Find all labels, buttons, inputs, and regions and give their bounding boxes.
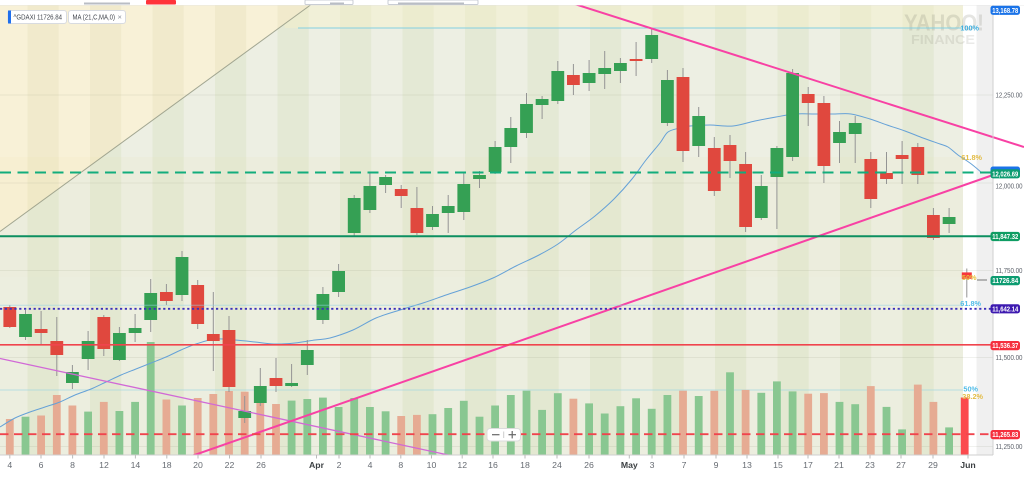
svg-text:May: May [621, 460, 638, 470]
svg-text:Jun: Jun [960, 460, 975, 470]
svg-text:15: 15 [773, 460, 783, 470]
svg-text:29: 29 [928, 460, 938, 470]
svg-text:10: 10 [427, 460, 437, 470]
svg-text:9: 9 [714, 460, 719, 470]
svg-text:6: 6 [39, 460, 44, 470]
svg-text:13: 13 [742, 460, 752, 470]
svg-text:100%: 100% [960, 24, 979, 33]
svg-text:18: 18 [520, 460, 530, 470]
svg-text:FINANCE: FINANCE [911, 32, 975, 47]
svg-text:11,500.00: 11,500.00 [996, 353, 1023, 362]
svg-text:12,026.69: 12,026.69 [992, 171, 1018, 178]
svg-text:38.2%: 38.2% [962, 392, 983, 401]
svg-text:×: × [118, 13, 122, 22]
svg-text:50%: 50% [962, 273, 977, 282]
svg-text:61.8%: 61.8% [960, 299, 981, 308]
svg-text:11,847.32: 11,847.32 [992, 234, 1018, 241]
svg-text:11,536.37: 11,536.37 [992, 343, 1018, 350]
svg-text:MA (21,C,MA,0): MA (21,C,MA,0) [73, 14, 116, 21]
svg-text:11,250.00: 11,250.00 [996, 442, 1023, 451]
svg-text:7: 7 [682, 460, 687, 470]
svg-text:12: 12 [457, 460, 467, 470]
svg-text:2: 2 [337, 460, 342, 470]
svg-text:20: 20 [193, 460, 203, 470]
svg-text:26: 26 [584, 460, 594, 470]
svg-text:18: 18 [162, 460, 172, 470]
svg-text:50%: 50% [963, 385, 978, 394]
svg-text:24: 24 [552, 460, 562, 470]
svg-text:4: 4 [368, 460, 373, 470]
svg-text:^GDAXI 11726.84: ^GDAXI 11726.84 [14, 14, 63, 21]
svg-text:8: 8 [398, 460, 403, 470]
svg-text:61.8%: 61.8% [961, 153, 982, 162]
svg-text:12: 12 [99, 460, 109, 470]
svg-text:22: 22 [225, 460, 235, 470]
svg-text:Apr: Apr [309, 460, 325, 470]
svg-text:11,750.00: 11,750.00 [996, 266, 1023, 275]
svg-text:4: 4 [7, 460, 12, 470]
svg-text:12,250.00: 12,250.00 [996, 91, 1023, 100]
svg-text:23: 23 [865, 460, 875, 470]
svg-text:12,000.00: 12,000.00 [996, 182, 1023, 191]
svg-text:13,168.78: 13,168.78 [992, 8, 1018, 15]
svg-text:16: 16 [488, 460, 498, 470]
svg-text:21: 21 [834, 460, 844, 470]
svg-text:YAHOO!: YAHOO! [904, 10, 984, 36]
svg-text:26: 26 [256, 460, 266, 470]
svg-text:3: 3 [650, 460, 655, 470]
svg-text:14: 14 [131, 460, 141, 470]
svg-text:27: 27 [896, 460, 906, 470]
svg-text:11,642.14: 11,642.14 [992, 306, 1018, 313]
svg-text:8: 8 [70, 460, 75, 470]
svg-text:17: 17 [803, 460, 813, 470]
svg-text:11726.84: 11726.84 [992, 278, 1018, 285]
svg-text:11,265.83: 11,265.83 [992, 432, 1018, 439]
